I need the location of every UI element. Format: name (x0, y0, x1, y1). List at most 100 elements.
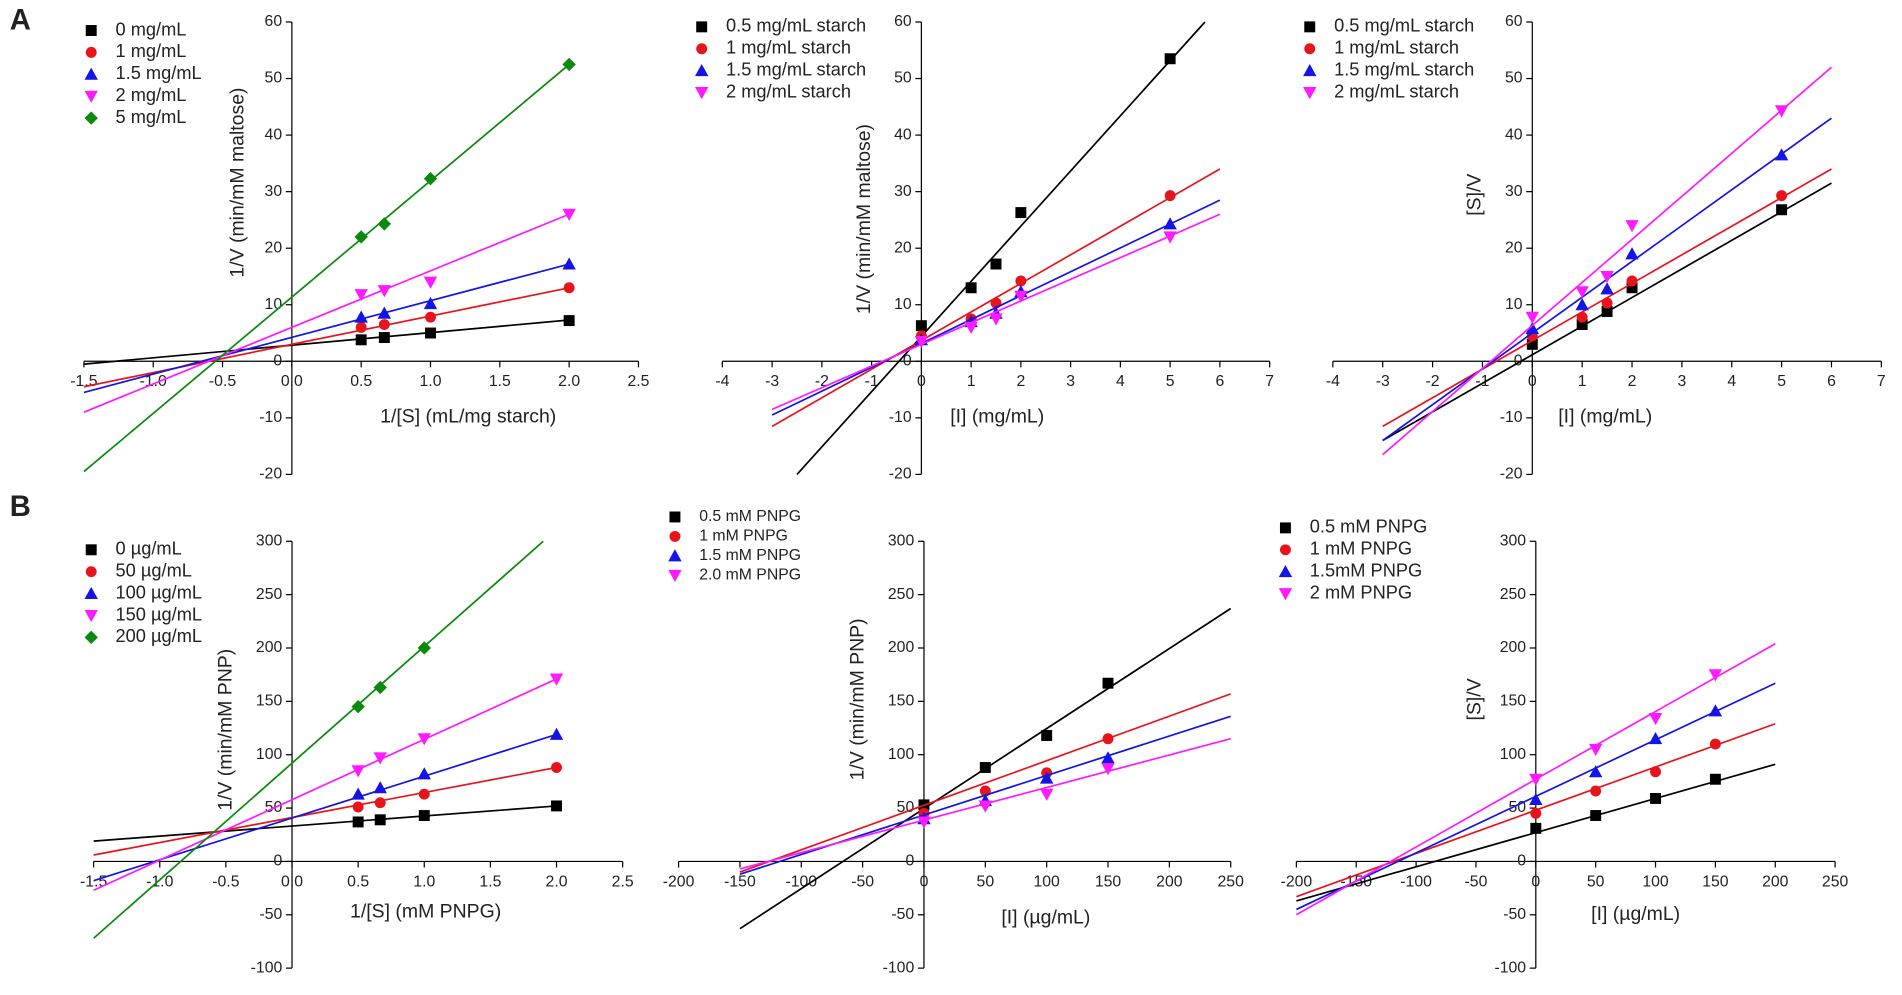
legend-label: 150 µg/mL (116, 603, 203, 624)
data-point (1163, 217, 1177, 230)
y-axis-label: 1/V (min/mM maltose) (853, 124, 875, 314)
data-point (1101, 751, 1115, 764)
legend-marker (84, 67, 98, 80)
x-tick-label: -0.5 (209, 373, 236, 390)
legend-label: 0.5 mg/mL starch (1334, 15, 1474, 36)
legend-marker (85, 544, 97, 556)
legend-label: 2.0 mM PNPG (699, 567, 801, 584)
x-tick-label: 50 (1587, 873, 1605, 890)
data-point (1626, 275, 1638, 287)
x-tick-label: -50 (1465, 873, 1488, 890)
legend-label: 1.5 mg/mL starch (1334, 58, 1474, 79)
y-tick-label: 30 (894, 183, 912, 200)
legend-label: 2 mg/mL (116, 84, 187, 105)
y-tick-label: 250 (888, 586, 915, 603)
data-point (1648, 732, 1663, 745)
data-point (562, 208, 576, 221)
x-tick-label: 2 (1628, 373, 1637, 390)
data-point (1015, 275, 1027, 287)
x-axis-label: [I] (mg/mL) (950, 405, 1044, 427)
x-tick-label: 1.5 (489, 373, 511, 390)
data-point (563, 282, 575, 294)
y-tick-label: 0 (905, 853, 914, 870)
data-point (1625, 247, 1639, 260)
data-point (1015, 207, 1027, 219)
y-tick-label: 200 (256, 639, 283, 656)
y-tick-label: 60 (894, 13, 912, 30)
panel-label: A (10, 5, 31, 37)
legend-label: 1.5mM PNPG (1310, 559, 1422, 580)
data-point (917, 816, 931, 829)
fit-line (83, 319, 570, 365)
data-point (965, 282, 977, 294)
legend-marker (669, 511, 681, 523)
data-point (1102, 733, 1114, 745)
data-point (551, 800, 562, 812)
x-tick-label: 7 (1877, 373, 1886, 390)
legend-label: 1 mM PNPG (1310, 538, 1412, 559)
x-tick-label: 0.0 (281, 873, 303, 890)
panel-label: B (10, 491, 31, 523)
y-tick-label: -50 (891, 906, 914, 923)
legend-label: 1 mg/mL starch (1334, 37, 1459, 58)
legend-label: 2 mg/mL starch (726, 80, 851, 101)
data-point (352, 816, 364, 828)
fit-line (93, 540, 544, 939)
legend-label: 2 mM PNPG (1310, 581, 1412, 602)
data-point (1164, 53, 1176, 65)
data-point (425, 311, 436, 323)
y-tick-label: -100 (1494, 959, 1526, 976)
y-axis-label: 1/V (min/mM PNP) (847, 618, 869, 780)
data-point (423, 296, 438, 310)
data-point (351, 765, 365, 778)
legend-marker (84, 586, 98, 600)
fit-line (796, 21, 1206, 475)
data-point (1600, 270, 1614, 284)
x-tick-label: 0 (1531, 873, 1540, 890)
x-axis-label: 1/[S] (mL/mg starch) (380, 405, 556, 427)
legend-marker (1279, 522, 1291, 534)
legend-marker (696, 21, 708, 33)
x-axis-label: [I] (µg/mL) (1591, 903, 1680, 925)
x-tick-label: 3 (1066, 373, 1075, 390)
y-tick-label: 40 (265, 126, 283, 143)
y-tick-label: -10 (1500, 409, 1523, 426)
legend-marker (84, 630, 98, 645)
y-tick-label: -50 (259, 906, 282, 923)
y-tick-label: 50 (894, 70, 912, 87)
x-tick-label: 2.5 (627, 373, 649, 390)
y-tick-label: 100 (888, 746, 915, 763)
data-point (377, 217, 392, 231)
legend-label: 50 µg/mL (116, 559, 192, 580)
x-axis-label: [I] (µg/mL) (1001, 906, 1090, 928)
data-point (354, 230, 368, 244)
x-tick-label: 100 (1642, 873, 1669, 890)
y-axis-label: [S]/V (1463, 174, 1485, 216)
y-tick-label: 0 (273, 853, 282, 870)
x-tick-label: 0.5 (350, 373, 372, 390)
data-point (551, 762, 562, 773)
data-point (425, 327, 436, 339)
data-point (373, 781, 387, 794)
data-point (1576, 311, 1588, 323)
y-tick-label: 100 (256, 746, 283, 763)
data-point (1575, 286, 1589, 299)
data-point (1601, 297, 1613, 309)
x-tick-label: -2 (1426, 373, 1440, 390)
y-tick-label: 0 (1514, 352, 1523, 369)
x-tick-label: -1.5 (70, 373, 97, 390)
y-tick-label: -100 (883, 959, 915, 976)
data-point (1600, 282, 1614, 295)
legend-marker (85, 46, 97, 58)
legend-label: 2 mg/mL starch (1334, 80, 1459, 101)
y-tick-label: 10 (1505, 296, 1523, 313)
x-axis-label: 1/[S] (mM PNPG) (350, 900, 501, 922)
data-point (1601, 306, 1613, 318)
data-point (418, 788, 430, 800)
legend-marker (1304, 21, 1316, 33)
data-point (1650, 766, 1662, 778)
legend-marker (84, 609, 98, 623)
x-tick-label: 250 (1822, 873, 1849, 890)
